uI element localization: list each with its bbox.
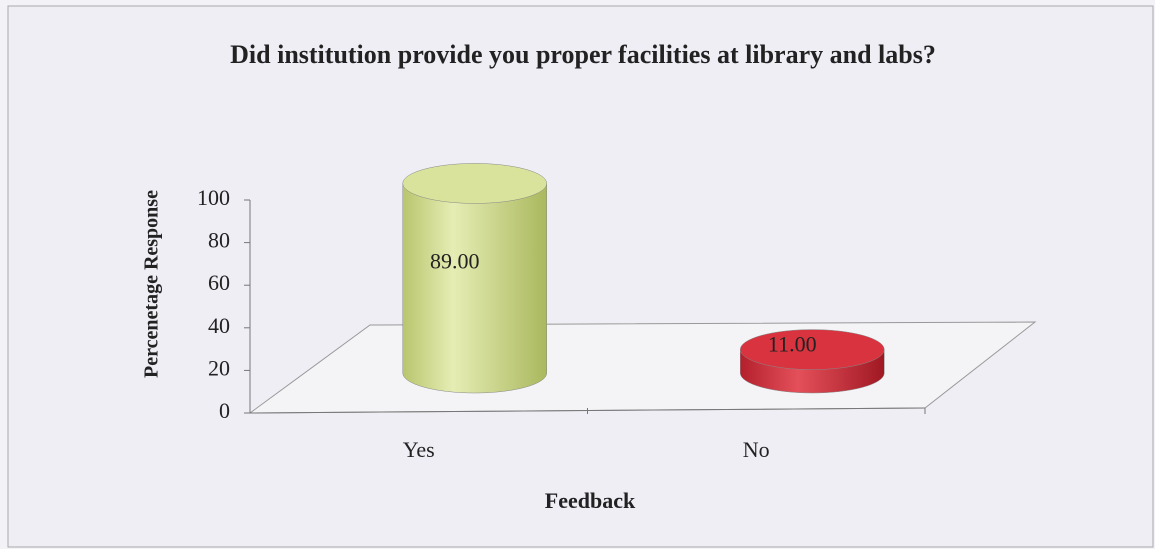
y-axis-label: Percenetage Response	[141, 190, 163, 378]
x-axis-label: Feedback	[545, 488, 636, 513]
value-label: 89.00	[430, 248, 480, 273]
y-tick-label: 40	[208, 313, 230, 338]
cylinder-top	[740, 329, 885, 370]
y-tick-label: 20	[208, 355, 230, 380]
cylinder-body	[402, 183, 547, 394]
chart-title: Did institution provide you proper facil…	[230, 40, 936, 69]
cylinder-top	[402, 163, 547, 204]
x-tick-label: No	[743, 437, 770, 462]
y-tick-label: 100	[197, 185, 230, 210]
x-tick-label: Yes	[403, 437, 435, 462]
value-label: 11.00	[768, 331, 817, 356]
chart-frame	[7, 5, 1154, 548]
y-tick-label: 0	[219, 398, 230, 423]
y-tick-label: 80	[208, 228, 230, 253]
floor	[248, 321, 1037, 414]
y-tick-label: 60	[208, 270, 230, 295]
